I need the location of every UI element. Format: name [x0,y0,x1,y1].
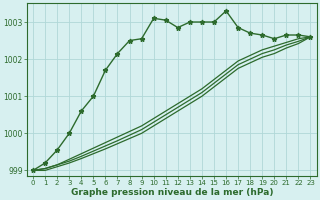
X-axis label: Graphe pression niveau de la mer (hPa): Graphe pression niveau de la mer (hPa) [70,188,273,197]
